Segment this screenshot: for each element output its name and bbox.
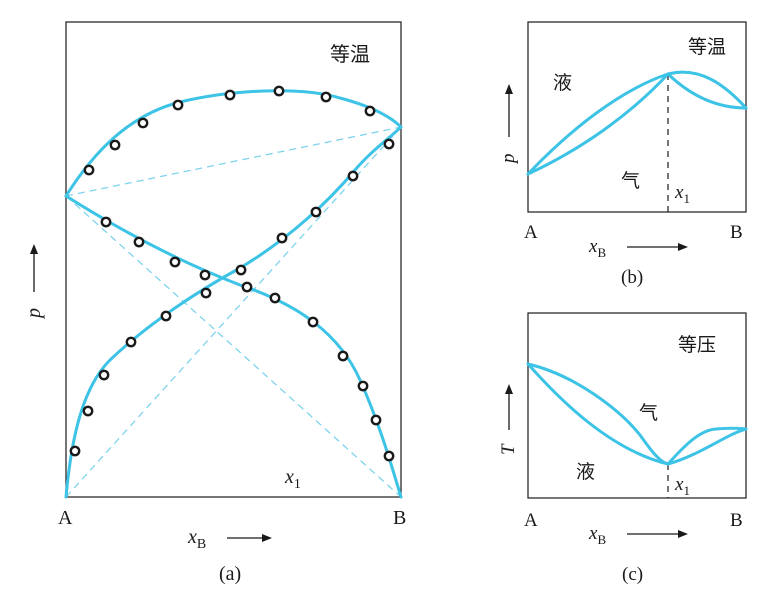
panel-c-vapor-label: 气 [639, 402, 658, 424]
panel-b-condition-label: 等温 [688, 36, 726, 58]
panel-a-point-label: x1 [284, 466, 301, 492]
panel-a-point [320, 91, 332, 103]
panel-a-point [235, 264, 247, 276]
panel-a-x-arrowhead [262, 534, 272, 542]
panel-c-liquid-curve [526, 362, 748, 466]
panel-a-point [307, 316, 319, 328]
panel-a-point [172, 99, 184, 111]
panel-a-point [83, 164, 95, 176]
panel-c-point-label: x1 [674, 474, 690, 498]
panel-b-end-a: A [524, 222, 538, 243]
panel-a-condition-label: 等温 [330, 42, 370, 66]
panel-a-point [383, 450, 395, 462]
panel-a-point [69, 445, 81, 457]
panel-a-dash-partial-b [65, 126, 402, 498]
panel-b-frame [527, 21, 747, 213]
panel-b-vapor-label: 气 [621, 170, 640, 192]
panel-a-point [310, 206, 322, 218]
panel-b-y-arrowhead [505, 84, 513, 94]
panel-c: 等压 气 液 x1 A B xB T (c) [498, 312, 748, 585]
panel-a-point [125, 336, 137, 348]
panel-a-dash-partial-a [65, 195, 402, 498]
panel-b-x-arrowhead [678, 243, 688, 251]
panel-a-point [224, 89, 236, 101]
panel-a-end-a: A [58, 507, 73, 529]
panel-b-caption: (b) [621, 267, 643, 288]
panel-a-point [370, 414, 382, 426]
panel-c-liquid-label: 液 [576, 461, 595, 483]
panel-a-point [383, 138, 395, 150]
panel-a-point [200, 287, 212, 299]
panel-b: 等温 液 气 x1 A B xB p (b) [498, 21, 748, 288]
panel-a-y-axis-label: p [23, 308, 45, 320]
panel-c-y-axis-label: T [498, 443, 519, 455]
panel-a-end-b: B [393, 507, 406, 529]
panel-b-x-axis-label: xB [588, 236, 606, 260]
panel-c-frame [527, 312, 747, 499]
panel-c-y-arrowhead [505, 384, 513, 394]
panel-a-partial-a-curve [64, 194, 403, 499]
panel-a: 等温 x1 A B xB p (a) [23, 21, 406, 585]
panel-a-caption: (a) [219, 563, 241, 585]
panel-a-point [269, 292, 281, 304]
panel-a-point [347, 170, 359, 182]
panel-a-point [273, 85, 285, 97]
panel-c-condition-label: 等压 [678, 334, 716, 356]
panel-b-liquid-curve [526, 70, 748, 176]
panel-a-point [133, 236, 145, 248]
panel-a-frame [65, 21, 402, 498]
panel-c-x-axis-label: xB [588, 523, 606, 547]
panel-a-point [364, 105, 376, 117]
panel-a-point [199, 269, 211, 281]
panel-c-vapor-curve [526, 362, 670, 466]
panel-a-dash-total [65, 126, 402, 197]
panel-c-end-a: A [524, 510, 538, 531]
panel-a-point [82, 405, 94, 417]
panel-c-caption: (c) [622, 564, 643, 585]
panel-b-point-label: x1 [674, 182, 690, 206]
panel-b-end-b: B [730, 222, 743, 243]
panel-a-point [357, 380, 369, 392]
panel-a-point [98, 369, 110, 381]
panel-c-x-arrowhead [678, 530, 688, 538]
panel-a-point [169, 256, 181, 268]
panel-a-x-axis-label: xB [187, 526, 206, 552]
panel-b-y-axis-label: p [498, 154, 519, 166]
panel-b-right-lens [666, 72, 748, 110]
panel-b-vapor-curve [526, 72, 670, 176]
panel-a-point [137, 117, 149, 129]
panel-a-point [276, 232, 288, 244]
panel-a-point [160, 310, 172, 322]
panel-a-y-arrowhead [30, 244, 38, 254]
panel-a-partial-b-curve [64, 125, 403, 499]
panel-c-end-b: B [730, 510, 743, 531]
panel-c-right-lens [666, 426, 748, 466]
panel-a-point [109, 139, 121, 151]
panel-a-point [241, 281, 253, 293]
panel-a-point [337, 350, 349, 362]
panel-b-liquid-label: 液 [553, 72, 572, 94]
panel-a-point [100, 216, 112, 228]
